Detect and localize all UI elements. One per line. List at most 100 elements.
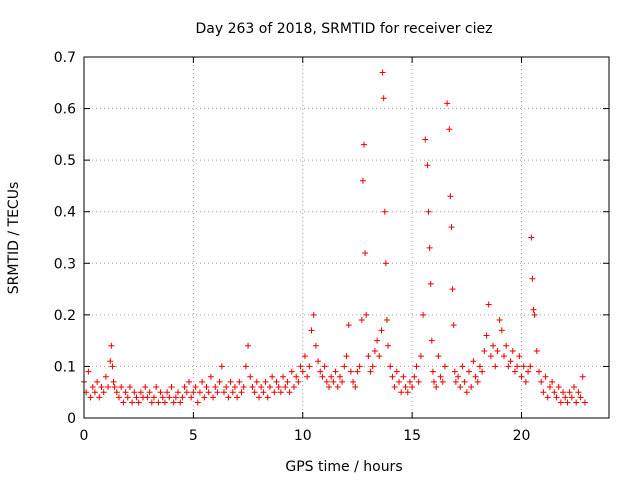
data-point	[398, 389, 405, 396]
data-point	[105, 384, 112, 391]
x-axis-label: GPS time / hours	[285, 459, 402, 475]
data-point	[426, 244, 433, 251]
data-point	[557, 399, 564, 406]
data-point	[109, 363, 116, 370]
data-point	[242, 363, 249, 370]
data-point	[273, 378, 280, 385]
data-point	[439, 378, 446, 385]
data-point	[240, 384, 247, 391]
x-tick-label: 20	[513, 428, 531, 444]
data-point	[124, 394, 131, 401]
data-point	[245, 342, 252, 349]
y-axis-label: SRMTID / TECUs	[6, 182, 22, 295]
data-point	[415, 378, 422, 385]
data-point	[238, 389, 245, 396]
data-point	[159, 394, 166, 401]
data-point	[135, 399, 142, 406]
data-point	[293, 373, 300, 380]
data-points	[81, 69, 588, 406]
data-point	[168, 384, 175, 391]
data-point	[566, 389, 573, 396]
data-point	[216, 378, 223, 385]
data-point	[91, 389, 98, 396]
data-point	[527, 363, 534, 370]
data-point	[131, 389, 138, 396]
data-point	[236, 378, 243, 385]
data-point	[420, 311, 427, 318]
data-point	[575, 389, 582, 396]
data-point	[573, 399, 580, 406]
data-point	[249, 384, 256, 391]
data-point	[328, 373, 335, 380]
data-point	[435, 353, 442, 360]
data-point	[111, 384, 118, 391]
data-point	[459, 363, 466, 370]
data-point	[542, 373, 549, 380]
data-point	[487, 353, 494, 360]
data-point	[315, 358, 322, 365]
data-point	[151, 394, 157, 401]
data-point	[549, 378, 556, 385]
data-point	[378, 327, 385, 334]
data-point	[380, 95, 387, 102]
data-point	[196, 389, 203, 396]
data-point	[428, 337, 435, 344]
data-point	[530, 306, 537, 313]
y-tick-label: 0.1	[54, 359, 76, 375]
data-point	[450, 322, 457, 329]
data-point	[538, 378, 545, 385]
data-point	[393, 368, 400, 375]
data-point	[528, 234, 535, 241]
y-tick-labels: 0 0.1 0.2 0.3 0.4 0.5 0.6 0.7	[54, 50, 76, 427]
data-point	[94, 378, 101, 385]
data-point	[227, 378, 234, 385]
data-point	[481, 347, 488, 354]
data-point	[531, 311, 538, 318]
data-point	[391, 384, 398, 391]
data-point	[89, 384, 96, 391]
data-point	[429, 368, 436, 375]
data-point	[308, 327, 315, 334]
data-point	[188, 394, 195, 401]
data-point	[306, 363, 313, 370]
data-point	[540, 389, 547, 396]
data-point	[199, 378, 206, 385]
data-point	[253, 378, 260, 385]
grid-lines	[84, 57, 609, 418]
data-point	[507, 358, 514, 365]
data-point	[476, 363, 483, 370]
data-point	[96, 394, 103, 401]
x-tick-label: 10	[294, 428, 312, 444]
data-point	[496, 317, 503, 324]
data-point	[363, 311, 370, 318]
data-point	[100, 389, 107, 396]
data-point	[295, 378, 302, 385]
data-point	[280, 373, 287, 380]
data-point	[564, 399, 571, 406]
data-point	[256, 394, 262, 401]
data-point	[444, 100, 451, 107]
data-point	[118, 384, 125, 391]
data-point	[341, 363, 348, 370]
data-point	[260, 389, 267, 396]
data-point	[157, 389, 164, 396]
data-point	[427, 280, 434, 287]
data-point	[194, 399, 201, 406]
data-point	[417, 353, 424, 360]
data-point	[522, 378, 529, 385]
data-point	[551, 389, 558, 396]
data-point	[205, 389, 212, 396]
data-point	[251, 389, 258, 396]
data-point	[275, 384, 282, 391]
data-point	[310, 311, 317, 318]
data-point	[479, 368, 486, 375]
data-point	[192, 384, 199, 391]
data-point	[546, 384, 553, 391]
data-point	[345, 322, 352, 329]
data-point	[389, 373, 396, 380]
data-point	[207, 373, 214, 380]
data-point	[525, 368, 532, 375]
data-point	[466, 368, 472, 375]
data-point	[411, 373, 418, 380]
data-point	[286, 389, 293, 396]
